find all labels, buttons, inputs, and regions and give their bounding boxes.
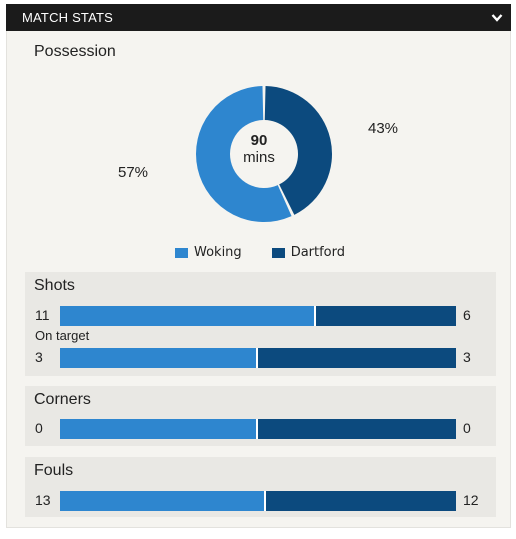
home-team-name: Woking [194, 245, 242, 260]
fouls-bar [60, 491, 456, 511]
on-target-away-value: 3 [463, 349, 471, 365]
away-team-name: Dartford [290, 245, 346, 260]
shots-home-value: 11 [35, 307, 50, 323]
match-stats-header[interactable]: MATCH STATS [6, 4, 511, 31]
team-legend: Woking Dartford [175, 245, 345, 260]
possession-donut [196, 86, 333, 222]
on-target-home-value: 3 [35, 349, 43, 365]
on-target-label: On target [35, 328, 90, 343]
shots-title: Shots [34, 277, 75, 294]
corners-bar-home [60, 419, 258, 439]
corners-bar-away [258, 419, 456, 439]
fouls-away-value: 12 [463, 492, 479, 508]
on-target-bar [60, 348, 456, 368]
fouls-home-value: 13 [35, 492, 51, 508]
on-target-bar-home [60, 348, 258, 368]
legend-away: Dartford [271, 245, 346, 260]
home-possession-label: 57% [118, 164, 149, 181]
shots-section: Shots 11 6 On target 3 3 [25, 272, 496, 376]
possession-slice-home [196, 86, 292, 222]
home-swatch [175, 247, 188, 258]
corners-section: Corners 0 0 [25, 386, 496, 446]
possession-title: Possession [34, 43, 116, 60]
chevron-down-icon[interactable] [491, 12, 503, 24]
corners-bar [60, 419, 456, 439]
minutes-unit: mins [243, 149, 275, 166]
possession-slice-away [264, 86, 333, 215]
shots-bar-away [316, 306, 456, 326]
fouls-title: Fouls [34, 462, 74, 479]
legend-home: Woking [175, 245, 242, 260]
shots-bar-home [60, 306, 317, 326]
away-swatch [271, 247, 285, 258]
on-target-bar-away [258, 348, 456, 368]
away-possession-label: 43% [368, 120, 399, 137]
fouls-bar-home [60, 491, 266, 511]
stats-panel: Possession 90 mins 57% 43% Woking Dartfo… [6, 31, 511, 528]
possession-center-label: 90 mins [229, 132, 289, 166]
corners-title: Corners [34, 391, 91, 408]
fouls-section: Fouls 13 12 [25, 457, 496, 517]
header-title: MATCH STATS [22, 10, 114, 25]
match-minutes: 90 [250, 132, 268, 149]
corners-away-value: 0 [463, 420, 471, 436]
shots-row: 11 6 [25, 306, 496, 326]
shots-away-value: 6 [463, 307, 471, 323]
corners-row: 0 0 [25, 419, 496, 439]
fouls-row: 13 12 [25, 491, 496, 511]
fouls-bar-away [265, 491, 456, 511]
corners-home-value: 0 [35, 420, 43, 436]
shots-on-target-row: 3 3 [25, 348, 496, 368]
shots-bar [60, 306, 456, 326]
